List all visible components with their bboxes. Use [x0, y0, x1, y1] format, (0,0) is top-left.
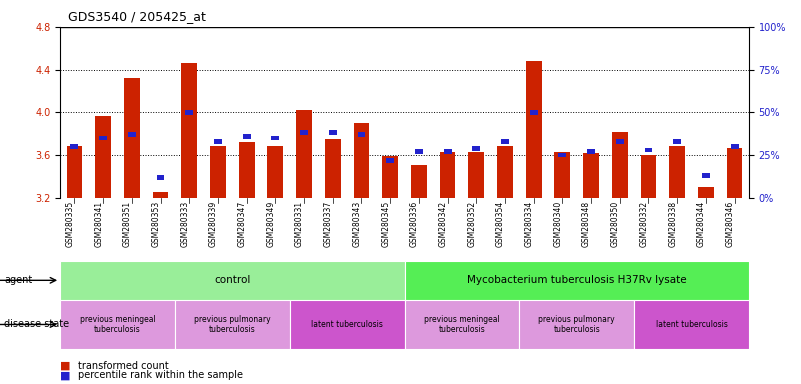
- Bar: [501, 139, 509, 144]
- Text: GSM280338: GSM280338: [668, 201, 677, 247]
- Bar: [525, 61, 541, 198]
- Bar: [558, 152, 566, 157]
- Bar: [587, 149, 595, 154]
- Bar: [268, 146, 284, 198]
- Bar: [415, 149, 423, 154]
- Bar: [239, 142, 255, 198]
- Text: GSM280342: GSM280342: [439, 201, 448, 247]
- Bar: [469, 152, 484, 198]
- Bar: [353, 123, 369, 198]
- Bar: [612, 132, 628, 198]
- Bar: [405, 261, 749, 300]
- Bar: [634, 300, 749, 349]
- Bar: [296, 110, 312, 198]
- Text: GSM280335: GSM280335: [66, 201, 74, 247]
- Bar: [616, 139, 624, 144]
- Bar: [473, 146, 481, 151]
- Text: GSM280352: GSM280352: [467, 201, 477, 247]
- Text: previous meningeal
tuberculosis: previous meningeal tuberculosis: [424, 315, 500, 334]
- Bar: [66, 146, 83, 198]
- Text: GSM280353: GSM280353: [151, 201, 160, 247]
- Bar: [641, 155, 656, 198]
- Bar: [60, 300, 175, 349]
- Text: GSM280344: GSM280344: [697, 201, 706, 247]
- Text: GSM280341: GSM280341: [95, 201, 103, 247]
- Text: GSM280340: GSM280340: [553, 201, 562, 247]
- Bar: [382, 156, 398, 198]
- Bar: [325, 139, 340, 198]
- Bar: [698, 187, 714, 198]
- Text: agent: agent: [4, 275, 32, 285]
- Text: GSM280339: GSM280339: [209, 201, 218, 247]
- Bar: [411, 165, 427, 198]
- Bar: [405, 300, 519, 349]
- Bar: [645, 147, 653, 152]
- Text: ■: ■: [60, 370, 70, 380]
- Bar: [60, 261, 405, 300]
- Bar: [357, 132, 365, 137]
- Bar: [272, 136, 280, 141]
- Text: latent tuberculosis: latent tuberculosis: [311, 320, 383, 329]
- Text: GDS3540 / 205425_at: GDS3540 / 205425_at: [68, 10, 206, 23]
- Bar: [290, 300, 405, 349]
- Text: previous meningeal
tuberculosis: previous meningeal tuberculosis: [79, 315, 155, 334]
- Bar: [175, 300, 290, 349]
- Bar: [214, 139, 222, 144]
- Text: GSM280337: GSM280337: [324, 201, 332, 247]
- Bar: [70, 144, 78, 149]
- Bar: [156, 175, 164, 180]
- Text: GSM280331: GSM280331: [295, 201, 304, 247]
- Text: latent tuberculosis: latent tuberculosis: [655, 320, 727, 329]
- Bar: [128, 132, 136, 137]
- Bar: [497, 146, 513, 198]
- Text: GSM280346: GSM280346: [726, 201, 735, 247]
- Bar: [670, 146, 685, 198]
- Text: GSM280343: GSM280343: [352, 201, 361, 247]
- Bar: [440, 152, 456, 198]
- Bar: [673, 139, 681, 144]
- Bar: [554, 152, 570, 198]
- Text: Mycobacterium tuberculosis H37Rv lysate: Mycobacterium tuberculosis H37Rv lysate: [467, 275, 686, 285]
- Bar: [95, 116, 111, 198]
- Bar: [702, 173, 710, 178]
- Text: GSM280345: GSM280345: [381, 201, 390, 247]
- Text: GSM280351: GSM280351: [123, 201, 132, 247]
- Text: percentile rank within the sample: percentile rank within the sample: [78, 370, 243, 380]
- Bar: [185, 110, 193, 115]
- Bar: [731, 144, 739, 149]
- Bar: [153, 192, 168, 198]
- Bar: [300, 131, 308, 135]
- Text: GSM280350: GSM280350: [611, 201, 620, 247]
- Text: GSM280334: GSM280334: [525, 201, 533, 247]
- Bar: [583, 153, 599, 198]
- Bar: [99, 136, 107, 141]
- Text: previous pulmonary
tuberculosis: previous pulmonary tuberculosis: [538, 315, 615, 334]
- Bar: [529, 110, 537, 115]
- Bar: [124, 78, 139, 198]
- Text: GSM280336: GSM280336: [410, 201, 419, 247]
- Bar: [727, 147, 743, 198]
- Bar: [519, 300, 634, 349]
- Bar: [243, 134, 251, 139]
- Bar: [181, 63, 197, 198]
- Text: GSM280332: GSM280332: [639, 201, 649, 247]
- Bar: [210, 146, 226, 198]
- Text: GSM280354: GSM280354: [496, 201, 505, 247]
- Text: transformed count: transformed count: [78, 361, 168, 371]
- Text: previous pulmonary
tuberculosis: previous pulmonary tuberculosis: [194, 315, 271, 334]
- Bar: [386, 158, 394, 162]
- Text: GSM280347: GSM280347: [238, 201, 247, 247]
- Text: disease state: disease state: [4, 319, 69, 329]
- Bar: [444, 149, 452, 154]
- Text: GSM280349: GSM280349: [267, 201, 276, 247]
- Text: ■: ■: [60, 361, 70, 371]
- Text: GSM280333: GSM280333: [180, 201, 189, 247]
- Text: GSM280348: GSM280348: [582, 201, 591, 247]
- Bar: [328, 131, 336, 135]
- Text: control: control: [214, 275, 251, 285]
